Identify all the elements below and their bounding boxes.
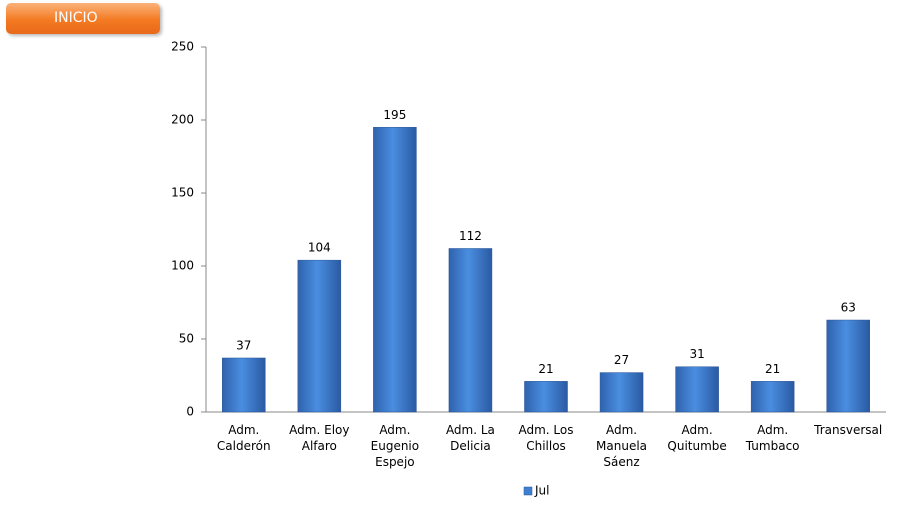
bar (297, 259, 342, 413)
data-label: 112 (459, 229, 482, 243)
legend-label: Jul (534, 484, 549, 498)
x-tick-label: Adm. Quitumbe (667, 423, 727, 453)
x-tick-label: Adm. Los Chillos (518, 423, 574, 453)
y-tick-label: 200 (171, 113, 194, 127)
inicio-button[interactable]: INICIO (6, 3, 160, 34)
bar (524, 381, 568, 413)
data-label: 21 (765, 362, 780, 376)
x-tick-label: Adm. Eloy Alfaro (289, 423, 350, 453)
y-tick-label: 0 (186, 405, 194, 419)
x-tick-label: Adm. La Delicia (445, 423, 495, 453)
bar (373, 127, 417, 413)
bar (826, 319, 870, 413)
y-tick-label: 150 (171, 186, 194, 200)
y-tick-label: 50 (179, 332, 194, 346)
data-label: 195 (383, 108, 406, 122)
legend-swatch (523, 486, 533, 496)
data-label: 21 (538, 362, 553, 376)
bar (222, 357, 266, 413)
x-tick-label: Adm. Calderón (216, 423, 271, 453)
x-tick-label: Adm. Tumbaco (745, 423, 800, 453)
data-label: 31 (689, 347, 704, 361)
data-label: 37 (236, 338, 251, 352)
x-tick-label: Transversal (814, 423, 883, 437)
data-label: 104 (308, 241, 331, 255)
y-tick-label: 100 (171, 259, 194, 273)
data-label: 27 (614, 353, 629, 367)
bar (599, 372, 644, 413)
bar (448, 248, 493, 413)
x-tick-label: Adm. Manuela Sáenz (596, 423, 648, 469)
bar (750, 381, 795, 413)
data-label: 63 (841, 301, 856, 315)
x-tick-label: Adm. Eugenio Espejo (370, 423, 420, 469)
bar (675, 366, 719, 413)
y-tick-label: 250 (171, 40, 194, 54)
